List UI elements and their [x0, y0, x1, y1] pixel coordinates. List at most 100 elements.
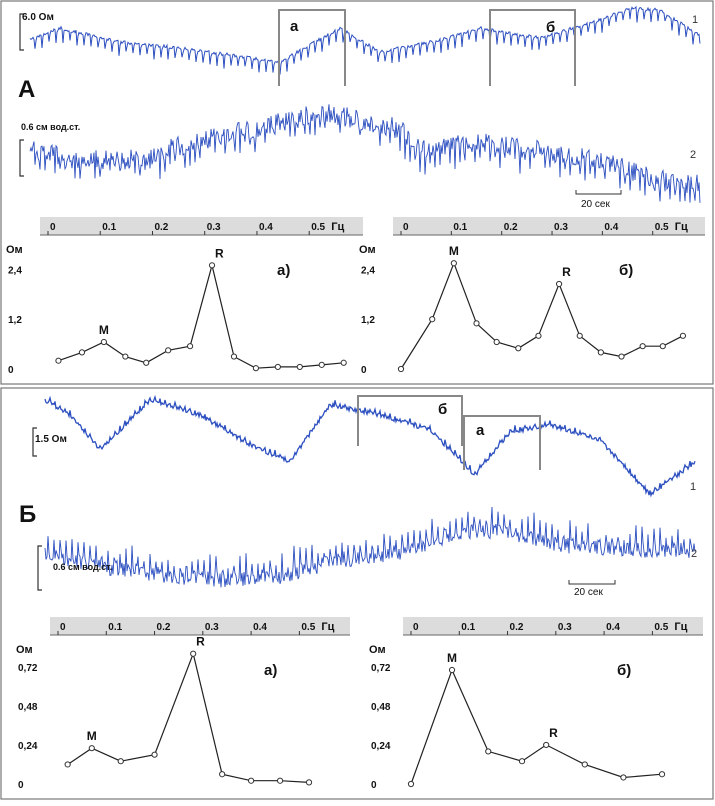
y-tick-label: 1,2 — [361, 315, 375, 326]
trace-A2-pressure — [29, 104, 701, 203]
y-tick-label: 0 — [371, 780, 377, 791]
spectrum-point — [143, 359, 150, 366]
y-tick-label: 0 — [18, 780, 24, 791]
x-tick-label: 0.1 — [108, 622, 122, 633]
spectrum-point — [659, 343, 666, 350]
window-b-B-label: б — [438, 401, 447, 418]
x-tick-label: 0.4 — [606, 622, 620, 633]
spectrum-point — [276, 777, 284, 784]
x-unit-label: Гц — [321, 621, 334, 633]
spectrum-point — [88, 745, 95, 752]
spectrum-point — [190, 650, 197, 657]
spectrum-point — [576, 332, 583, 339]
y-tick-label: 0 — [8, 365, 14, 376]
x-tick-label: 0.3 — [207, 222, 221, 233]
y-axis-label: Ом — [16, 644, 33, 656]
x-tick-label: 0.5 — [301, 622, 315, 633]
trace-A2-number: 2 — [690, 149, 696, 161]
spectrum-point — [122, 353, 129, 360]
x-tick-label: 0.5 — [655, 222, 669, 233]
x-tick-label: 0.1 — [453, 222, 467, 233]
x-tick-label: 0.4 — [253, 622, 267, 633]
trace-B1-scale-bracket — [32, 427, 37, 457]
spectrum-point — [518, 758, 526, 765]
spectrum-point — [219, 771, 226, 778]
x-tick-label: 0.3 — [558, 622, 572, 633]
x-unit-label: Гц — [674, 621, 687, 633]
trace-B2-scale-label: 0.6 см вод.ст. — [53, 562, 112, 572]
trace-B2-scale-bracket — [37, 545, 42, 591]
spectrum-point — [679, 332, 687, 339]
y-tick-label: 2,4 — [8, 265, 22, 276]
trace-B1-number: 1 — [690, 481, 696, 493]
x-unit-label: Гц — [675, 221, 688, 233]
x-tick-label: 0 — [50, 222, 56, 233]
y-axis-label: Ом — [359, 244, 376, 256]
window-a-A-label: а — [290, 18, 299, 35]
y-tick-label: 0,72 — [18, 663, 38, 674]
time-scale-bar-B — [568, 580, 616, 585]
y-axis-label: Ом — [6, 244, 23, 256]
freq-axis-bar — [403, 617, 703, 635]
peak-label-R: R — [196, 635, 205, 649]
trace-A2-scale-label: 0.6 см вод.ст. — [21, 122, 80, 132]
x-tick-label: 0.2 — [504, 222, 518, 233]
x-tick-label: 0.2 — [157, 622, 171, 633]
spectrum-point — [639, 343, 646, 350]
spectrum-point — [296, 363, 303, 371]
trace-A1-scale-bracket — [19, 13, 24, 51]
time-scale-label-A: 20 сек — [581, 199, 610, 210]
spectrum-point — [78, 349, 86, 356]
spectrum-point — [493, 338, 500, 346]
x-tick-label: 0.5 — [654, 622, 668, 633]
spectrum-point — [620, 774, 627, 781]
spectrum-A-b: 0 0.1 0.2 0.3 0.4 0.5 Гц Ом 0 1,2 2,4 M R б) — [359, 217, 705, 376]
time-scale-label-B: 20 сек — [574, 587, 603, 598]
y-tick-label: 2,4 — [361, 265, 375, 276]
spectrum-point — [151, 751, 158, 758]
trace-B1-impedance — [44, 394, 696, 498]
spectrum-point — [100, 338, 107, 346]
freq-axis-bar — [393, 217, 705, 235]
trace-A1-impedance — [29, 5, 701, 75]
window-a-A — [278, 9, 346, 86]
spectrum-point — [248, 777, 255, 784]
x-tick-label: 0.5 — [311, 222, 325, 233]
spectrum-line — [400, 261, 684, 370]
spectrum-point — [581, 761, 588, 768]
peak-label-M: M — [87, 729, 97, 743]
x-tick-label: 0.4 — [604, 222, 618, 233]
spectrum-point — [252, 365, 260, 372]
spectrum-point — [658, 771, 666, 778]
freq-axis-bar — [40, 217, 363, 235]
spectrum-point — [318, 361, 325, 368]
spectrum-point — [397, 365, 405, 373]
panel-A-frame — [0, 0, 714, 385]
window-b-A-label: б — [546, 19, 555, 36]
spectrum-B-a: 0 0.1 0.2 0.3 0.4 0.5 Гц Ом 0 0,24 0,48 0,72 M Rа) — [16, 617, 350, 791]
window-b-B — [357, 395, 463, 446]
spectrum-point — [485, 748, 492, 755]
x-tick-label: 0 — [413, 622, 419, 633]
trace-A2-scale-bracket — [19, 139, 24, 177]
spectrum-point — [274, 363, 281, 371]
spectrum-point — [473, 320, 480, 327]
spectrum-point — [407, 780, 415, 788]
trace-B1-scale-label: 1.5 Ом — [35, 434, 67, 445]
spectrum-point — [535, 332, 542, 339]
peak-label-R: R — [549, 726, 558, 740]
spectrum-point — [165, 347, 172, 354]
spectrum-point — [55, 357, 62, 364]
spectrum-point — [448, 666, 456, 674]
peak-label-M: M — [447, 651, 457, 665]
chart-panel-label: б) — [617, 662, 631, 679]
spectrum-point — [429, 316, 436, 323]
spectrum-point — [117, 758, 124, 765]
y-axis-label: Ом — [369, 644, 386, 656]
chart-panel-label: б) — [619, 262, 633, 279]
x-tick-label: 0 — [60, 622, 66, 633]
spectrum-point — [543, 741, 550, 749]
spectrum-point — [450, 260, 457, 267]
spectrum-B-b: 0 0.1 0.2 0.3 0.4 0.5 Гц Ом 0 0,24 0,48 0,72 M Rб) — [369, 617, 703, 791]
x-tick-label: 0.1 — [461, 622, 475, 633]
